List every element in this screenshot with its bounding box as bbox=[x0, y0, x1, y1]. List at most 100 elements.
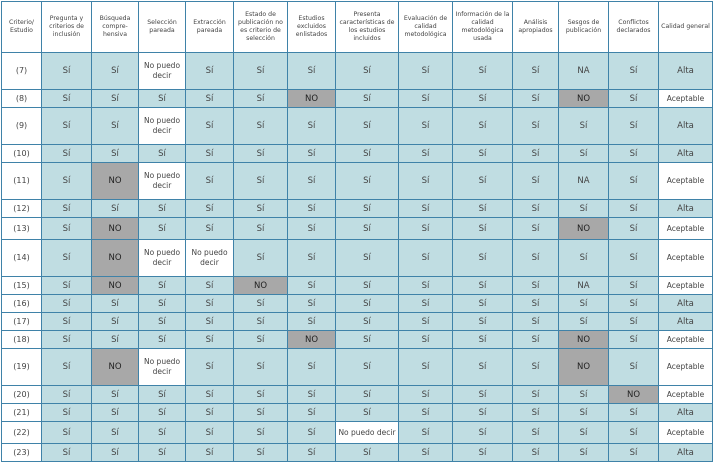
criterion-cell: Sí bbox=[41, 385, 92, 404]
criterion-cell: Sí bbox=[233, 443, 288, 462]
criterion-cell: Sí bbox=[512, 52, 559, 90]
criterion-cell: Sí bbox=[452, 52, 513, 90]
table-row: (14) Sí NO No puedo decir No puedo decir Sí Sí… bbox=[1, 239, 713, 277]
criterion-cell: Sí bbox=[233, 239, 288, 277]
criterion-cell: Sí bbox=[41, 443, 92, 462]
criterion-cell: Sí bbox=[398, 217, 453, 240]
criterion-cell: Sí bbox=[335, 312, 399, 331]
criterion-cell: Sí bbox=[398, 144, 453, 163]
criterion-cell: Sí bbox=[558, 403, 609, 422]
criterion-cell: Sí bbox=[138, 385, 186, 404]
study-id-cell: (17) bbox=[1, 312, 42, 331]
criterion-cell: No puedo decir bbox=[335, 421, 399, 444]
study-id-cell: (7) bbox=[1, 52, 42, 90]
criterion-cell: Sí bbox=[608, 330, 659, 349]
criterion-cell: Sí bbox=[335, 199, 399, 218]
study-id-cell: (23) bbox=[1, 443, 42, 462]
criterion-cell: Sí bbox=[608, 199, 659, 218]
criterion-cell: Sí bbox=[91, 421, 139, 444]
criterion-cell: Sí bbox=[91, 312, 139, 331]
criterion-cell: Sí bbox=[512, 239, 559, 277]
table-row: (7) Sí Sí No puedo decir Sí Sí Sí Sí Sí Sí Sí NA Sí A… bbox=[1, 52, 713, 90]
overall-quality-cell: Aceptable bbox=[658, 239, 713, 277]
overall-quality-cell: Alta bbox=[658, 199, 713, 218]
criterion-cell: Sí bbox=[558, 312, 609, 331]
criterion-cell: Sí bbox=[558, 199, 609, 218]
criterion-cell: No puedo decir bbox=[138, 162, 186, 200]
criterion-cell: Sí bbox=[398, 276, 453, 295]
criterion-cell: Sí bbox=[512, 107, 559, 145]
criterion-cell: Sí bbox=[558, 421, 609, 444]
criterion-cell: Sí bbox=[335, 239, 399, 277]
criterion-cell: Sí bbox=[287, 312, 336, 331]
table-row: (8) Sí Sí Sí Sí Sí NO Sí Sí Sí Sí NO Sí Aceptable bbox=[1, 89, 713, 108]
criterion-cell: Sí bbox=[398, 330, 453, 349]
criterion-cell: Sí bbox=[287, 199, 336, 218]
criterion-cell: NO bbox=[91, 162, 139, 200]
overall-quality-cell: Aceptable bbox=[658, 162, 713, 200]
criterion-cell: Sí bbox=[608, 144, 659, 163]
overall-quality-cell: Alta bbox=[658, 107, 713, 145]
table-row: (17) Sí Sí Sí Sí Sí Sí Sí Sí Sí Sí Sí Sí Alta bbox=[1, 312, 713, 331]
criterion-cell: Sí bbox=[233, 330, 288, 349]
criterion-cell: Sí bbox=[185, 107, 234, 145]
column-header: Información de la calidad metodológica u… bbox=[452, 1, 513, 53]
criterion-cell: Sí bbox=[41, 421, 92, 444]
criterion-cell: Sí bbox=[41, 89, 92, 108]
criterion-cell: Sí bbox=[608, 276, 659, 295]
criterion-cell: Sí bbox=[233, 403, 288, 422]
criterion-cell: Sí bbox=[185, 89, 234, 108]
column-header: Selección pareada bbox=[138, 1, 186, 53]
criterion-cell: Sí bbox=[138, 421, 186, 444]
criterion-cell: Sí bbox=[185, 52, 234, 90]
criterion-cell: Sí bbox=[287, 385, 336, 404]
criterion-cell: Sí bbox=[452, 312, 513, 331]
study-id-cell: (11) bbox=[1, 162, 42, 200]
criterion-cell: Sí bbox=[335, 162, 399, 200]
criterion-cell: NO bbox=[287, 89, 336, 108]
criterion-cell: Sí bbox=[452, 348, 513, 386]
overall-quality-cell: Alta bbox=[658, 312, 713, 331]
criterion-cell: Sí bbox=[233, 107, 288, 145]
criterion-cell: Sí bbox=[452, 330, 513, 349]
criterion-cell: Sí bbox=[41, 162, 92, 200]
criterion-cell: NO bbox=[91, 348, 139, 386]
study-id-cell: (19) bbox=[1, 348, 42, 386]
criterion-cell: Sí bbox=[138, 276, 186, 295]
overall-quality-cell: Aceptable bbox=[658, 217, 713, 240]
study-id-cell: (22) bbox=[1, 421, 42, 444]
criterion-cell: Sí bbox=[287, 294, 336, 313]
criterion-cell: Sí bbox=[41, 199, 92, 218]
criterion-cell: Sí bbox=[185, 330, 234, 349]
table-row: (22) Sí Sí Sí Sí Sí Sí No puedo decir Sí Sí Sí Sí Sí… bbox=[1, 421, 713, 444]
criterion-cell: Sí bbox=[287, 107, 336, 145]
overall-quality-cell: Aceptable bbox=[658, 421, 713, 444]
criterion-cell: Sí bbox=[287, 276, 336, 295]
criterion-cell: Sí bbox=[452, 239, 513, 277]
criterion-cell: Sí bbox=[398, 443, 453, 462]
criterion-cell: No puedo decir bbox=[185, 239, 234, 277]
study-id-cell: (13) bbox=[1, 217, 42, 240]
criterion-cell: Sí bbox=[91, 144, 139, 163]
criterion-cell: Sí bbox=[512, 312, 559, 331]
criterion-cell: NA bbox=[558, 52, 609, 90]
criterion-cell: Sí bbox=[512, 217, 559, 240]
criterion-cell: Sí bbox=[335, 107, 399, 145]
criterion-cell: Sí bbox=[185, 421, 234, 444]
table-row: (11) Sí NO No puedo decir Sí Sí Sí Sí Sí Sí Sí NA Sí… bbox=[1, 162, 713, 200]
criterion-cell: Sí bbox=[185, 294, 234, 313]
study-id-cell: (15) bbox=[1, 276, 42, 295]
criterion-cell: Sí bbox=[335, 276, 399, 295]
criterion-cell: Sí bbox=[512, 276, 559, 295]
criterion-cell: Sí bbox=[398, 348, 453, 386]
criterion-cell: Sí bbox=[512, 144, 559, 163]
criterion-cell: Sí bbox=[608, 443, 659, 462]
criterion-cell: No puedo decir bbox=[138, 107, 186, 145]
overall-quality-cell: Aceptable bbox=[658, 385, 713, 404]
criterion-cell: Sí bbox=[608, 294, 659, 313]
criterion-cell: Sí bbox=[452, 421, 513, 444]
overall-quality-cell: Alta bbox=[658, 144, 713, 163]
criterion-cell: Sí bbox=[287, 348, 336, 386]
criterion-cell: Sí bbox=[41, 144, 92, 163]
criterion-cell: Sí bbox=[41, 330, 92, 349]
